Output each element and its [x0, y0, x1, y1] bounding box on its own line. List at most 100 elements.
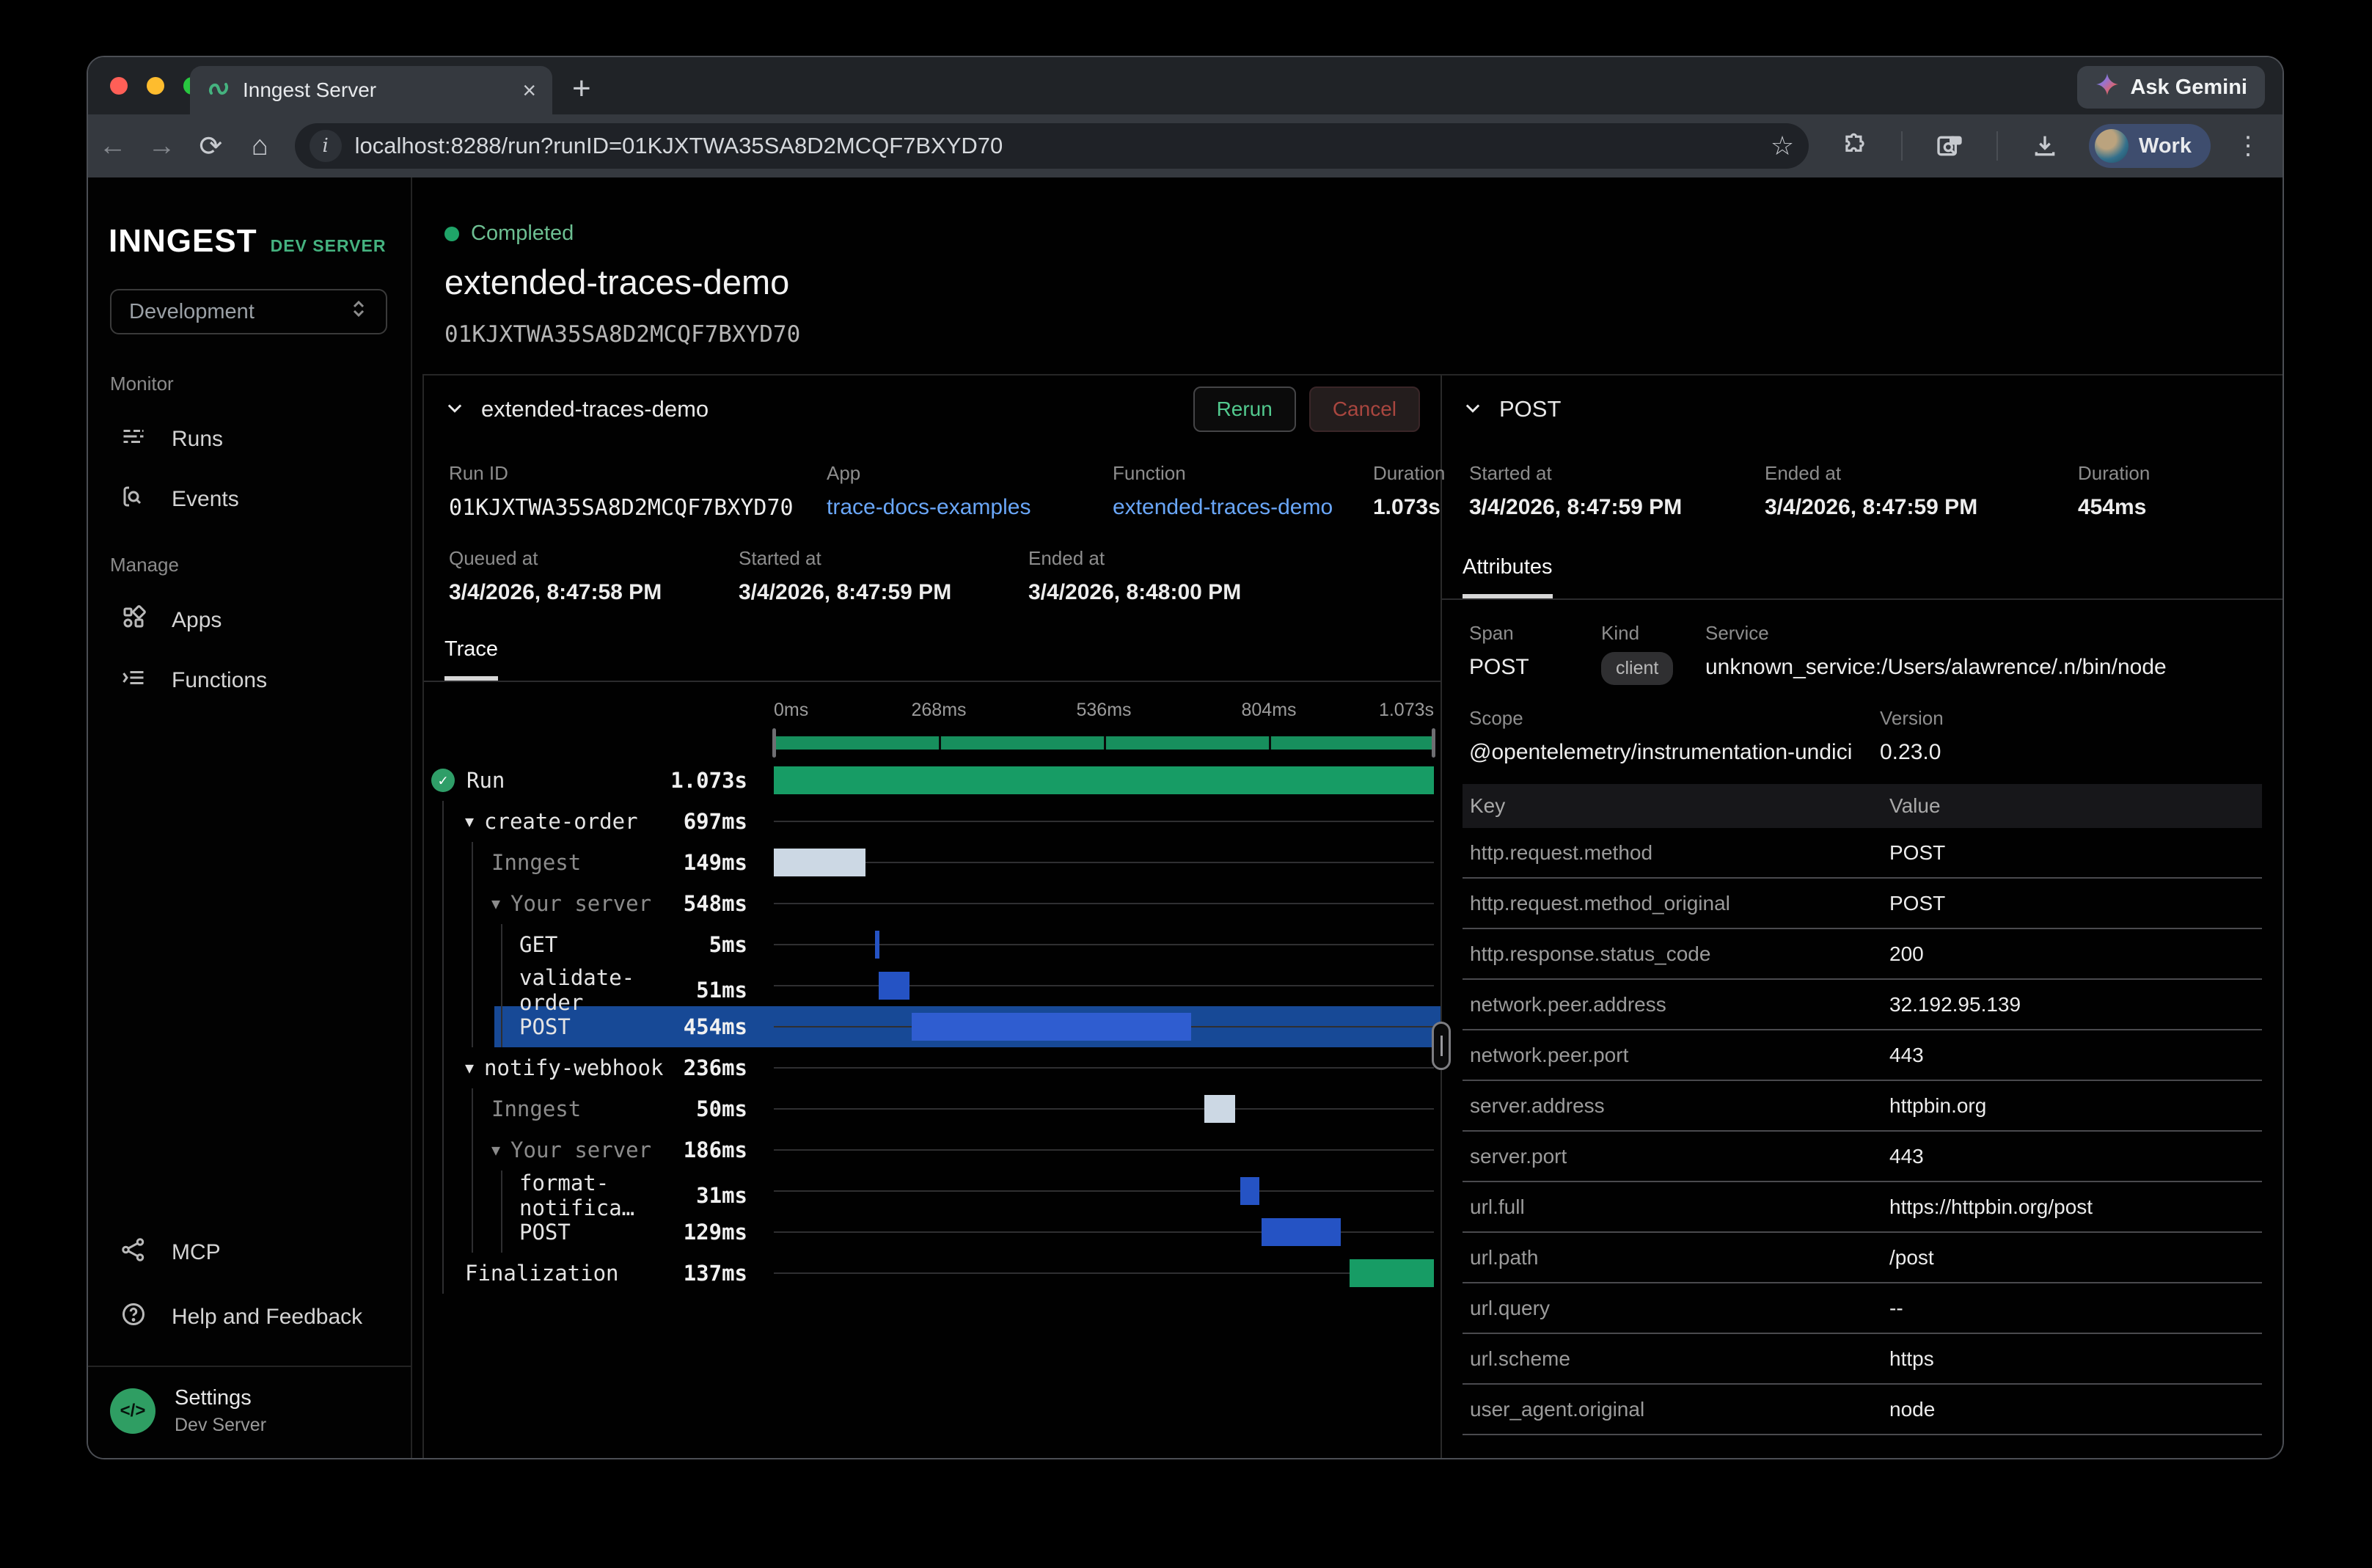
tab-trace[interactable]: Trace	[444, 637, 499, 681]
app-link[interactable]: trace-docs-examples	[827, 495, 1031, 519]
window-controls[interactable]	[110, 77, 201, 95]
sidebar-item-runs[interactable]: Runs	[120, 423, 411, 455]
search-tabs-icon[interactable]	[1935, 131, 1964, 161]
site-info-icon[interactable]: i	[309, 130, 342, 162]
environment-select[interactable]: Development	[110, 289, 387, 334]
sidebar-item-mcp[interactable]: MCP	[120, 1237, 411, 1269]
trace-row[interactable]: ▼ create-order 697ms	[424, 801, 1441, 842]
tab-attributes[interactable]: Attributes	[1463, 555, 1553, 598]
new-tab-button[interactable]: +	[572, 70, 591, 106]
timeline-minimap[interactable]	[772, 726, 1435, 760]
indent-guide	[501, 1006, 502, 1047]
span-bar[interactable]	[1262, 1218, 1341, 1246]
span-title: POST	[1499, 396, 1562, 422]
row-track-line	[774, 862, 1434, 863]
ask-gemini-button[interactable]: Ask Gemini	[2077, 66, 2265, 109]
profile-chip[interactable]: Work	[2088, 124, 2211, 168]
minimap-handle-left[interactable]	[772, 728, 776, 758]
service-value: unknown_service:/Users/alawrence/.n/bin/…	[1705, 655, 2167, 679]
address-bar[interactable]: i localhost:8288/run?runID=01KJXTWA35SA8…	[294, 123, 1809, 169]
trace-rows: ✓ Run 1.073s ▼ create-order 697ms Inngest 149ms…	[424, 760, 1441, 1294]
trace-row[interactable]: POST 454ms	[424, 1006, 1441, 1047]
indent-guide	[472, 1129, 473, 1170]
status-dot-icon	[444, 226, 459, 241]
sidebar-item-functions[interactable]: Functions	[120, 664, 411, 697]
settings-title: Settings	[175, 1386, 252, 1410]
trace-row[interactable]: ▼ notify-webhook 236ms	[424, 1047, 1441, 1088]
sidebar-item-events[interactable]: Events	[120, 483, 411, 516]
scrollbar[interactable]	[1432, 1022, 1451, 1070]
scope-value: @opentelemetry/instrumentation-undici	[1469, 740, 1853, 764]
attr-value: POST	[1889, 840, 1946, 864]
url-text[interactable]: localhost:8288/run?runID=01KJXTWA35SA8D2…	[354, 133, 1003, 158]
indent-guide	[501, 965, 502, 1015]
time-axis: 0ms 268ms 536ms 804ms 1.073s	[774, 695, 1434, 726]
close-tab-icon[interactable]: ×	[522, 76, 536, 103]
minimap-handle-right[interactable]	[1432, 728, 1435, 758]
span-started-value: 3/4/2026, 8:47:59 PM	[1469, 495, 1683, 519]
trace-row[interactable]: Finalization 137ms	[424, 1253, 1441, 1294]
span-bar[interactable]	[774, 849, 865, 876]
trace-row[interactable]: ✓ Run 1.073s	[424, 760, 1441, 801]
row-caret-icon[interactable]: ▼	[491, 895, 501, 912]
span-bar[interactable]	[911, 1013, 1191, 1041]
extensions-icon[interactable]	[1841, 132, 1869, 160]
code-icon: </>	[110, 1388, 155, 1434]
trace-row[interactable]: ▼ Your server 186ms	[424, 1129, 1441, 1170]
sidebar-item-apps[interactable]: Apps	[120, 604, 411, 637]
function-link[interactable]: extended-traces-demo	[1113, 495, 1333, 519]
rerun-button[interactable]: Rerun	[1193, 386, 1296, 432]
row-label: validate-order	[519, 965, 635, 1015]
trace-row[interactable]: ▼ Your server 548ms	[424, 883, 1441, 924]
collapse-chevron-icon[interactable]	[1463, 398, 1483, 422]
row-caret-icon[interactable]: ▼	[465, 813, 475, 830]
minimize-window-button[interactable]	[147, 77, 164, 95]
minimap-notch	[939, 736, 941, 750]
toolbar-divider-2	[1996, 131, 1998, 161]
tab-strip: Inngest Server × + Ask Gemini	[88, 57, 2283, 114]
share-nodes-icon	[120, 1237, 147, 1269]
row-duration: 454ms	[683, 1014, 747, 1039]
inngest-logo: INNGEST DEV SERVER	[109, 223, 411, 260]
trace-row[interactable]: Inngest 149ms	[424, 842, 1441, 883]
row-caret-icon[interactable]: ▼	[465, 1059, 475, 1077]
collapse-chevron-icon[interactable]	[444, 398, 465, 422]
row-caret-icon[interactable]: ▼	[491, 1141, 501, 1159]
trace-row[interactable]: GET 5ms	[424, 924, 1441, 965]
row-label: Finalization	[465, 1261, 619, 1286]
trace-row[interactable]: POST 129ms	[424, 1212, 1441, 1253]
browser-menu-icon[interactable]: ⋮	[2235, 132, 2261, 160]
sidebar-item-help[interactable]: Help and Feedback	[120, 1301, 411, 1333]
reload-button[interactable]: ⟳	[199, 131, 223, 162]
span-bar[interactable]	[1350, 1259, 1434, 1287]
sidebar: INNGEST DEV SERVER Development Monitor R…	[88, 177, 412, 1458]
span-bar[interactable]	[1204, 1095, 1236, 1123]
row-label: Inngest	[491, 850, 582, 875]
app-label: App	[827, 462, 861, 484]
span-bar[interactable]	[878, 972, 910, 1000]
trace-row[interactable]: validate-order 51ms	[424, 965, 1441, 1015]
span-bar[interactable]	[875, 931, 880, 959]
table-row: url.path/post	[1463, 1233, 2262, 1283]
inngest-favicon-icon	[206, 76, 231, 105]
span-bar[interactable]	[1240, 1177, 1259, 1205]
back-button[interactable]: ←	[98, 130, 127, 161]
bookmark-star-icon[interactable]: ☆	[1770, 131, 1795, 161]
forward-button[interactable]: →	[147, 130, 176, 161]
trace-row[interactable]: Inngest 50ms	[424, 1088, 1441, 1129]
span-detail-pane: POST Started at 3/4/2026, 8:47:59 PM End…	[1442, 375, 2283, 1458]
indent-guide	[442, 842, 444, 883]
sidebar-item-settings[interactable]: </> Settings Dev Server	[88, 1366, 411, 1458]
trace-row[interactable]: format-notifica… 31ms	[424, 1170, 1441, 1220]
row-duration: 548ms	[683, 891, 747, 916]
indent-guide	[501, 924, 502, 965]
browser-tab[interactable]: Inngest Server ×	[190, 66, 552, 114]
row-track-line	[774, 1108, 1434, 1110]
close-window-button[interactable]	[110, 77, 128, 95]
cancel-button[interactable]: Cancel	[1308, 386, 1420, 432]
span-bar[interactable]	[774, 766, 1434, 794]
home-button[interactable]: ⌂	[251, 130, 268, 161]
row-track-line	[774, 1272, 1434, 1274]
download-icon[interactable]	[2030, 131, 2060, 161]
attr-key: network.peer.address	[1470, 992, 1666, 1016]
